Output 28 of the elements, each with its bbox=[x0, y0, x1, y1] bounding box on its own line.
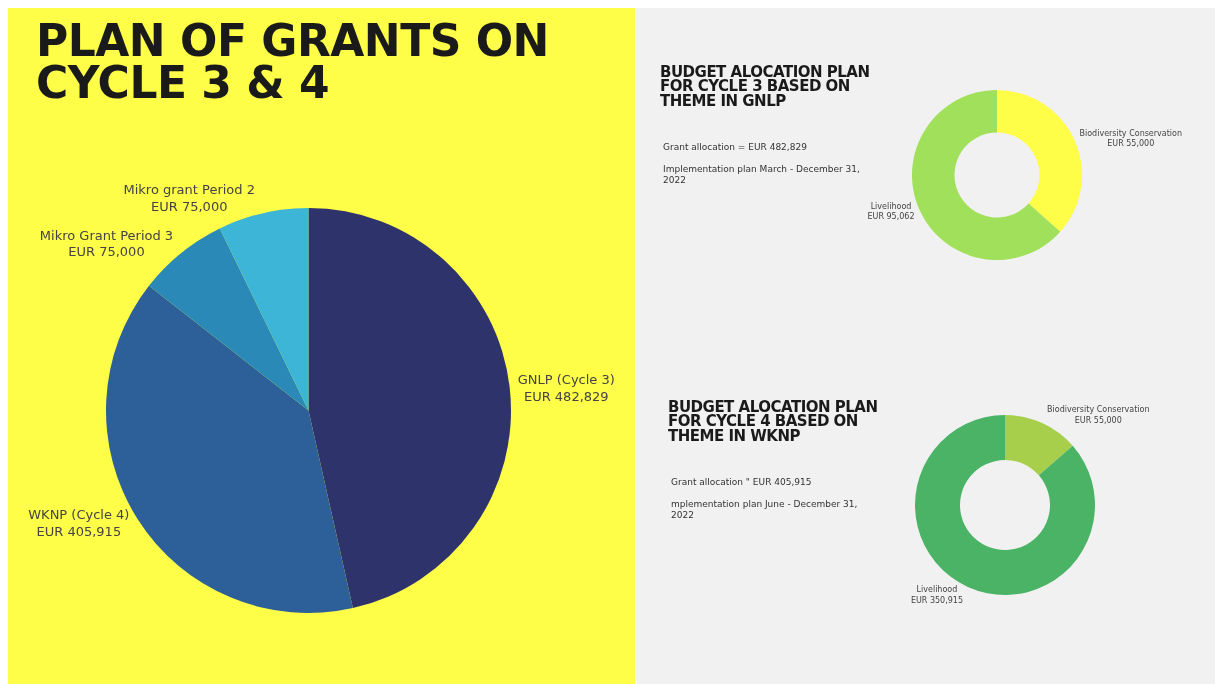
slice-label: Mikro grant Period 2 bbox=[123, 182, 255, 198]
slice-label: Biodiversity Conservation bbox=[1047, 405, 1150, 415]
pie-slice bbox=[308, 208, 511, 609]
slice-label: Livelihood bbox=[870, 201, 912, 211]
text: Implementation plan March - December 31, 2022 bbox=[663, 163, 861, 188]
data-label: EUR 75,000 bbox=[68, 244, 145, 260]
data-label: EUR 55,000 bbox=[1074, 415, 1122, 425]
data-label: EUR 95,062 bbox=[867, 211, 915, 221]
data-label: EUR 55,000 bbox=[1107, 139, 1155, 149]
data-label: EUR 350,915 bbox=[910, 595, 963, 605]
donut-slice bbox=[915, 415, 1095, 595]
donut-slice bbox=[912, 90, 1061, 260]
donut-slice bbox=[1005, 415, 1073, 476]
slice-label: WKNP (Cycle 4) bbox=[28, 507, 130, 523]
slice-label: GNLP (Cycle 3) bbox=[517, 372, 615, 388]
slice-label: Mikro Grant Period 3 bbox=[39, 227, 174, 243]
data-label: EUR 482,829 bbox=[523, 388, 609, 404]
slice-label: Livelihood bbox=[916, 585, 958, 595]
slice-label: Biodiversity Conservation bbox=[1079, 129, 1183, 139]
data-label: EUR 75,000 bbox=[151, 198, 228, 214]
text: Grant allocation " EUR 405,915 bbox=[671, 477, 813, 489]
chart-title: PLAN OF GRANTS ON CYCLE 3 & 4 bbox=[36, 15, 550, 108]
text: mplementation plan June - December 31, 2022 bbox=[671, 498, 859, 523]
text: BUDGET ALOCATION PLAN FOR CYCLE 4 BASED ON THEME IN WKNP bbox=[668, 398, 879, 445]
chart-title: BUDGET ALOCATION PLAN FOR CYCLE 3 BASED ON THEME IN GNLP bbox=[660, 63, 871, 110]
data-label: EUR 405,915 bbox=[36, 524, 122, 540]
donut-slice bbox=[997, 90, 1082, 232]
text: Grant allocation = EUR 482,829 bbox=[663, 142, 808, 154]
